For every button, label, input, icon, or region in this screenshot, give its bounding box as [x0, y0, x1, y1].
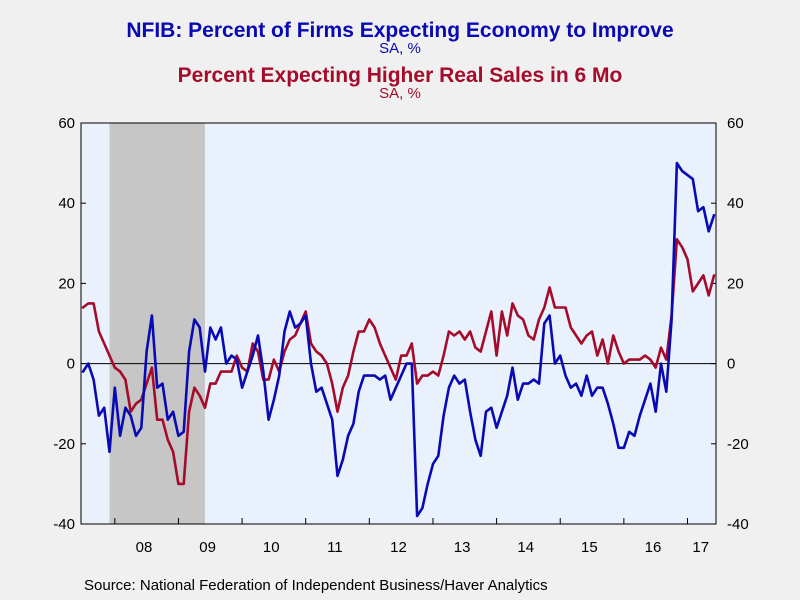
x-tick-label: 15 — [581, 539, 598, 556]
recession-shading — [109, 123, 205, 524]
x-tick-label: 11 — [327, 539, 343, 556]
y-tick-label-right: 0 — [727, 356, 735, 373]
x-tick-label: 12 — [390, 539, 407, 556]
series-layer — [81, 161, 716, 518]
y-tick-label-left: 60 — [58, 115, 75, 132]
y-tick-label-left: -40 — [53, 516, 75, 533]
chart-subtitle-series2-unit: SA, % — [379, 85, 421, 102]
plot-frame — [80, 122, 717, 525]
series-line-2 — [81, 238, 716, 486]
y-tick-label-left: -20 — [53, 436, 75, 453]
x-tick-label: 10 — [263, 539, 280, 556]
chart-subtitle-series1-unit: SA, % — [379, 40, 421, 57]
x-tick-label: 14 — [517, 539, 534, 556]
source-note: Source: National Federation of Independe… — [84, 577, 548, 594]
x-tick-label: 09 — [199, 539, 216, 556]
x-tick-label: 13 — [454, 539, 471, 556]
x-tick-label: 17 — [692, 539, 709, 556]
y-tick-label-left: 0 — [67, 356, 75, 373]
x-tick-label: 16 — [645, 539, 662, 556]
y-tick-label-right: 40 — [727, 195, 744, 212]
chart-title-series2: Percent Expecting Higher Real Sales in 6… — [177, 64, 623, 87]
y-tick-label-left: 20 — [58, 275, 75, 292]
x-tick-label: 08 — [136, 539, 153, 556]
y-tick-label-left: 40 — [58, 195, 75, 212]
y-tick-label-right: -40 — [727, 516, 749, 533]
y-tick-label-right: 20 — [727, 275, 744, 292]
chart-title-series1: NFIB: Percent of Firms Expecting Economy… — [126, 19, 674, 42]
y-tick-label-right: -20 — [727, 436, 749, 453]
series-line-1 — [81, 161, 716, 518]
y-tick-label-right: 60 — [727, 115, 744, 132]
